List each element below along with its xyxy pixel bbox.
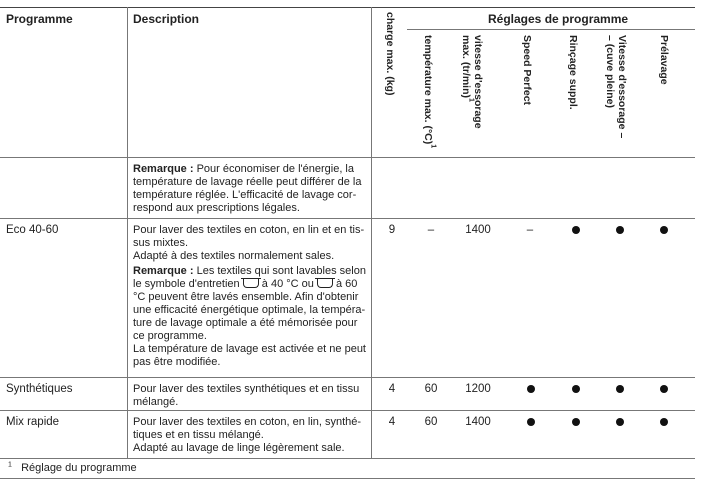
header-vitesse-cuve-line2: – (cuve pleine) [604, 35, 616, 108]
col-rule-1 [127, 7, 128, 458]
header-temp-text: température max. (°C) [422, 35, 434, 145]
row-rule-eco [0, 377, 695, 378]
mix-vitesse-cuve-dot [616, 418, 624, 426]
mix-temp: 60 [424, 416, 438, 428]
header-programme: Programme [6, 12, 73, 26]
mix-rincage-dot [572, 418, 580, 426]
intro-remark-label: Remarque : [133, 163, 194, 175]
header-description: Description [133, 12, 200, 26]
header-temp-sup: 1 [429, 144, 437, 149]
header-vitesse-cuve: Vitesse d'essorage – – (cuve pleine) [604, 35, 628, 138]
synth-d2: mélangé. [133, 396, 179, 408]
row-rule-intro [0, 218, 695, 219]
header-vitesse-line1: vitesse d'essorage [472, 35, 484, 129]
synth-vitesse-cuve-dot [616, 385, 624, 393]
intro-remark-l3: température réglée. L'efficacité de lava… [133, 189, 357, 201]
synth-temp: 60 [424, 383, 438, 395]
synth-speed-perfect-dot [527, 385, 535, 393]
mix-speed-perfect-dot [527, 418, 535, 426]
header-charge: charge max. (kg) [384, 12, 396, 96]
mix-description: Pour laver des textiles en coton, en lin… [133, 416, 361, 455]
header-vitesse-cuve-line1: Vitesse d'essorage – [616, 35, 628, 139]
row-rule-synth [0, 410, 695, 411]
footnote-rule [0, 478, 695, 479]
eco-rincage-dot [572, 226, 580, 234]
eco-r5: ture de lavage optimale a été mémorisée … [133, 317, 358, 329]
intro-remark-l1: Pour économiser de l'énergie, la [193, 163, 354, 175]
eco-charge: 9 [388, 224, 396, 236]
eco-remark-label: Remarque : [133, 265, 194, 277]
eco-r3: °C peuvent être lavés ensemble. Afin d'o… [133, 291, 359, 303]
eco-r2c: à 60 [332, 278, 358, 290]
wash-tub-icon [240, 278, 261, 288]
eco-vitesse-cuve-dot [616, 226, 624, 234]
intro-remark-l2: température de lavage réelle peut différ… [133, 176, 362, 188]
footnote-mark: 1 [8, 461, 12, 469]
header-rincage: Rinçage suppl. [567, 35, 579, 110]
header-temp: température max. (°C)1 [422, 35, 437, 149]
col-rule-2 [371, 7, 372, 458]
eco-description: Pour laver des textiles en coton, en lin… [133, 224, 366, 369]
eco-r4: une efficacité énergétique optimale, la … [133, 304, 366, 316]
eco-temp: – [427, 224, 435, 236]
header-vitesse-sup: 1 [467, 98, 475, 102]
eco-d3: Adapté à des textiles normalement sales. [133, 250, 335, 262]
eco-d1: Pour laver des textiles en coton, en lin… [133, 224, 365, 236]
eco-r2b: à 40 °C ou [258, 278, 317, 290]
synth-prelavage-dot [660, 385, 668, 393]
eco-d2: sus mixtes. [133, 237, 189, 249]
mix-d3: Adapté au lavage de linge légèrement sal… [133, 442, 345, 454]
synth-d1: Pour laver des textiles synthétiques et … [133, 383, 360, 395]
eco-speed-perfect: – [526, 224, 534, 236]
synth-charge: 4 [388, 383, 396, 395]
header-speed-perfect: Speed Perfect [521, 35, 533, 106]
row-rule-mix [0, 458, 695, 459]
synth-programme-name: Synthétiques [6, 383, 73, 395]
group-header-rule [407, 29, 695, 30]
header-prelavage: Prélavage [658, 35, 670, 85]
eco-r7: La température de lavage est activée et … [133, 343, 366, 355]
eco-prelavage-dot [660, 226, 668, 234]
eco-programme-name: Eco 40-60 [6, 224, 59, 236]
mix-prelavage-dot [660, 418, 668, 426]
eco-r8: pas être modifiée. [133, 356, 221, 368]
mix-charge: 4 [388, 416, 396, 428]
eco-r1: Les textiles qui sont lavables selon [193, 265, 366, 277]
footnote-text: Réglage du programme [21, 462, 137, 474]
mix-programme-name: Mix rapide [6, 416, 60, 428]
wash-tub-icon [314, 278, 335, 288]
synth-rincage-dot [572, 385, 580, 393]
eco-r2a: le symbole d'entretien [133, 278, 243, 290]
footnote: 1 Réglage du programme [8, 461, 137, 475]
header-group-title: Réglages de programme [488, 12, 629, 26]
intro-remark: Remarque : Pour économiser de l'énergie,… [133, 163, 362, 215]
header-vitesse: vitesse d'essorage max. (tr/min)1 [460, 35, 484, 129]
mix-vitesse: 1400 [465, 416, 491, 428]
mix-d2: tiques et en tissu mélangé. [133, 429, 264, 441]
synth-vitesse: 1200 [465, 383, 491, 395]
eco-r6: ce programme. [133, 330, 207, 342]
header-vitesse-line2: max. (tr/min) [460, 35, 472, 99]
mix-d1: Pour laver des textiles en coton, en lin… [133, 416, 362, 428]
synth-description: Pour laver des textiles synthétiques et … [133, 383, 359, 409]
table-top-rule [0, 7, 695, 8]
header-bottom-rule [0, 157, 695, 158]
intro-remark-l4: respond aux prescriptions légales. [133, 202, 300, 214]
eco-vitesse: 1400 [465, 224, 491, 236]
